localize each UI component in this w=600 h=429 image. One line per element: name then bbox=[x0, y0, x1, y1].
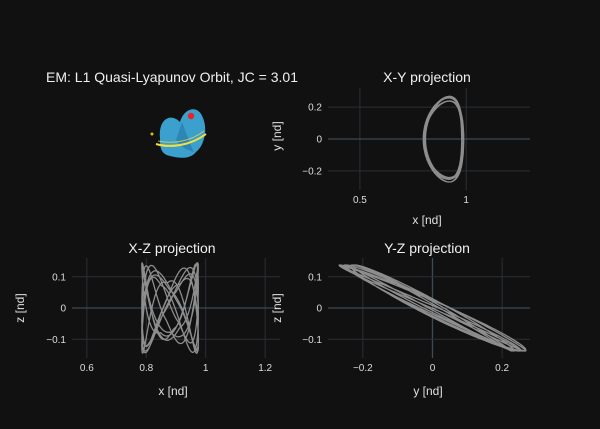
torus-orbit-line bbox=[157, 130, 205, 143]
torus-3d-view[interactable] bbox=[150, 109, 207, 158]
yz-xtick-label: 0.2 bbox=[495, 363, 509, 374]
xy-title: X-Y projection bbox=[383, 69, 471, 85]
yz-xtick-label: 0 bbox=[430, 363, 436, 374]
xz-plot-area[interactable]: 0.6 0.8 1 1.2 0.1 0 −0.1 bbox=[46, 258, 280, 374]
xz-xtick-label: 1.2 bbox=[258, 363, 272, 374]
xy-orbit-line bbox=[422, 95, 465, 183]
xz-xtick-label: 0.6 bbox=[80, 363, 94, 374]
yz-plot-area[interactable]: −0.2 0 0.2 0.1 0 −0.1 bbox=[302, 258, 530, 374]
yz-orbit-line bbox=[338, 264, 527, 352]
xy-ylabel: y [nd] bbox=[270, 121, 284, 150]
panel-xy: X-Y projection 0.5 1 0.2 0 −0.2 x [nd] y [nd… bbox=[270, 69, 530, 227]
xy-xlabel: x [nd] bbox=[412, 213, 441, 227]
xz-xtick-label: 0.8 bbox=[139, 363, 153, 374]
xy-ytick-label: −0.2 bbox=[302, 166, 322, 177]
xz-ytick-label: 0.1 bbox=[52, 272, 66, 283]
primary-body-marker bbox=[150, 132, 154, 136]
xy-xtick-label: 1 bbox=[463, 195, 469, 206]
xz-title: X-Z projection bbox=[128, 240, 215, 256]
yz-ylabel: z [nd] bbox=[270, 293, 284, 322]
xz-xtick-label: 1 bbox=[203, 363, 209, 374]
torus-orbit-line bbox=[155, 133, 207, 147]
xz-ytick-label: −0.1 bbox=[46, 335, 66, 346]
panel-3d: EM: L1 Quasi-Lyapunov Orbit, JC = 3.01 bbox=[46, 69, 298, 158]
xy-xtick-label: 0.5 bbox=[353, 195, 367, 206]
panel-3d-title: EM: L1 Quasi-Lyapunov Orbit, JC = 3.01 bbox=[46, 69, 298, 85]
panel-xz: X-Z projection 0.6 0.8 1 1.2 0.1 0 −0.1 x [nd]… bbox=[13, 240, 280, 398]
yz-xlabel: y [nd] bbox=[413, 384, 442, 398]
yz-ytick-label: 0 bbox=[316, 304, 322, 315]
xy-plot-area[interactable]: 0.5 1 0.2 0 −0.2 bbox=[302, 88, 530, 206]
panel-yz: Y-Z projection −0.2 0 0.2 0.1 0 −0.1 y [nd] z… bbox=[270, 240, 530, 398]
xy-ytick-label: 0 bbox=[316, 135, 322, 146]
xz-ytick-label: 0 bbox=[60, 304, 66, 315]
orbit-current-point bbox=[187, 112, 195, 120]
xz-orbit-line bbox=[141, 262, 199, 354]
xz-ylabel: z [nd] bbox=[13, 293, 27, 322]
xy-ytick-label: 0.2 bbox=[308, 103, 322, 114]
yz-ytick-label: 0.1 bbox=[308, 272, 322, 283]
yz-xtick-label: −0.2 bbox=[353, 363, 373, 374]
yz-ytick-label: −0.1 bbox=[302, 335, 322, 346]
yz-title: Y-Z projection bbox=[384, 240, 470, 256]
xz-xlabel: x [nd] bbox=[158, 384, 187, 398]
